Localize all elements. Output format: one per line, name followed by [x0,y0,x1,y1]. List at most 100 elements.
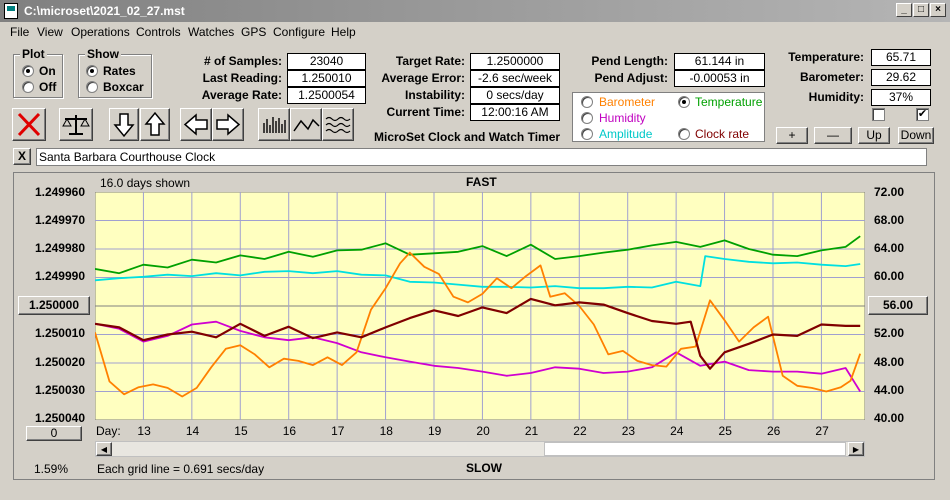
center-left-button[interactable]: 1.250000 [18,296,90,315]
x-tick-label: 18 [379,424,393,438]
clear-clock-button[interactable]: X [13,148,31,165]
histogram-button[interactable] [258,108,290,141]
plot-group-title: Plot [20,47,47,61]
balance-button[interactable] [59,108,93,141]
option-checkbox-2[interactable]: ✔ [916,108,929,121]
average-error-field: -2.6 sec/week [470,70,560,87]
x-tick-label: 24 [670,424,684,438]
plot-on-radio[interactable] [22,65,34,77]
grid-note: Each grid line = 0.691 secs/day [97,462,265,476]
rate-chart[interactable] [95,192,865,420]
show-boxcar-label: Boxcar [103,80,144,94]
barometer-label: Barometer: [799,70,864,84]
arrow-left-icon [183,113,208,136]
plot-on-label: On [39,64,56,78]
clock-name-field[interactable]: Santa Barbara Courthouse Clock [36,148,927,166]
x-tick-label: 15 [234,424,248,438]
chart-series [95,235,862,398]
legend-humidity-radio[interactable] [581,112,593,124]
y-right-tick: 44.00 [874,383,905,397]
up-button[interactable]: Up [858,127,890,144]
menu-file[interactable]: File [10,25,30,39]
plot-off-radio[interactable] [22,81,34,93]
menu-view[interactable]: View [37,25,63,39]
app-caption: MicroSet Clock and Watch Timer [374,130,561,144]
scroll-right-arrow-icon[interactable]: ▶ [848,442,864,456]
x-tick-label: 23 [621,424,636,438]
pend-length-label: Pend Length: [591,54,668,68]
pend-length-field: 61.144 in [674,53,765,70]
average-rate-label: Average Rate: [201,88,282,102]
minimize-button[interactable]: _ [896,3,912,17]
y-right-tick: 64.00 [874,241,905,255]
y-left-tick: 1.250030 [34,383,85,397]
humidity-field: 37% [871,89,931,106]
legend-clock-rate-label: Clock rate [695,127,750,141]
pend-adjust-label: Pend Adjust: [594,71,668,85]
show-group-title: Show [85,47,121,61]
legend-clock-rate-radio[interactable] [678,128,690,140]
app-icon[interactable] [4,3,18,19]
slow-label: SLOW [466,461,502,475]
y-right-tick: 72.00 [874,185,905,199]
menu-configure[interactable]: Configure [273,25,326,39]
down-arrow-button[interactable] [109,108,139,141]
percent-readout: 1.59% [34,462,69,476]
days-shown-label: 16.0 days shown [100,176,191,190]
horizontal-scrollbar[interactable]: ◀ ▶ [95,441,865,457]
temperature-label: Temperature: [788,50,864,64]
close-window-button[interactable]: × [930,3,946,17]
y-left-tick: 1.249970 [34,213,85,227]
temperature-field: 65.71 [871,49,931,66]
option-checkbox-1[interactable] [872,108,885,121]
barometer-field: 29.62 [871,69,931,86]
right-arrow-button[interactable] [212,108,244,141]
legend-barometer-radio[interactable] [581,96,593,108]
y-left-tick: 1.249980 [34,241,85,255]
wave-button[interactable] [322,108,354,141]
x-tick-label: 22 [573,424,587,438]
menu-help[interactable]: Help [331,25,356,39]
chart-grid [95,192,865,420]
plus-button[interactable]: + [776,127,808,144]
legend-temperature-radio[interactable] [678,96,690,108]
left-arrow-button[interactable] [180,108,212,141]
current-time-field: 12:00:16 AM [470,104,560,121]
scroll-left-arrow-icon[interactable]: ◀ [96,442,112,456]
samples-field: 23040 [287,53,366,70]
show-rates-label: Rates [103,64,136,78]
series-line-humidity [95,320,861,392]
center-right-button[interactable]: 56.00 [868,296,928,315]
minus-button[interactable]: — [814,127,852,144]
menu-controls[interactable]: Controls [136,25,181,39]
fast-label: FAST [466,175,497,189]
instability-label: Instability: [404,88,465,102]
line-graph-button[interactable] [290,108,322,141]
up-arrow-button[interactable] [140,108,170,141]
balance-scale-icon [62,115,90,135]
x-tick-label: 14 [185,424,200,438]
stop-button[interactable] [12,108,46,141]
x-tick-label: 19 [427,424,442,438]
legend-amplitude-radio[interactable] [581,128,593,140]
menu-watches[interactable]: Watches [188,25,235,39]
current-time-label: Current Time: [386,105,465,119]
series-line-barometer [95,251,862,398]
y-right-tick: 52.00 [874,326,905,340]
menu-operations[interactable]: Operations [71,25,130,39]
pend-adjust-field: -0.00053 in [674,70,765,87]
scroll-thumb[interactable] [544,442,846,456]
show-rates-radio[interactable] [86,65,98,77]
zero-button[interactable]: 0 [26,426,82,441]
show-group: Show [78,47,152,98]
legend-temperature-label: Temperature [695,95,763,109]
legend-amplitude-label: Amplitude [599,127,653,141]
x-tick-label: 20 [476,424,490,438]
y-left-tick: 1.249990 [34,269,85,283]
menu-gps[interactable]: GPS [241,25,267,39]
maximize-button[interactable]: □ [913,3,929,17]
show-boxcar-radio[interactable] [86,81,98,93]
plot-group: Plot [13,47,63,98]
instability-field: 0 secs/day [470,87,560,104]
down-button[interactable]: Down [898,127,934,144]
